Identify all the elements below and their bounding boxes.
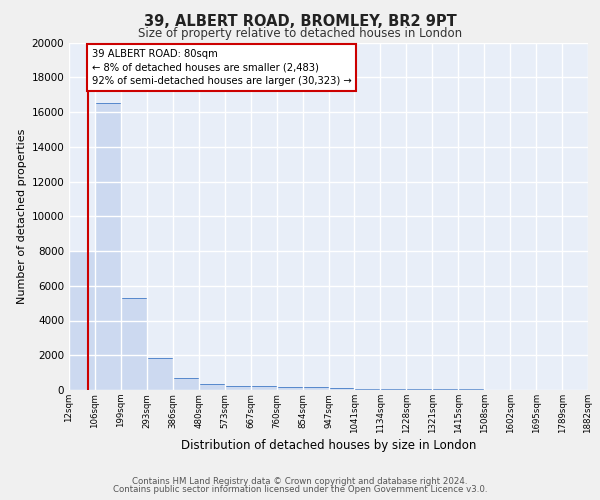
Bar (121, 298, 147, 390)
Bar (380, 389, 406, 390)
Bar (173, 378, 199, 390)
Bar (406, 389, 432, 390)
Bar (302, 387, 329, 390)
Bar (251, 386, 277, 390)
Bar (69, 251, 95, 390)
Bar (277, 386, 302, 390)
Bar (355, 388, 380, 390)
Text: 39, ALBERT ROAD, BROMLEY, BR2 9PT: 39, ALBERT ROAD, BROMLEY, BR2 9PT (143, 14, 457, 29)
Text: Contains HM Land Registry data © Crown copyright and database right 2024.: Contains HM Land Registry data © Crown c… (132, 477, 468, 486)
Text: Size of property relative to detached houses in London: Size of property relative to detached ho… (138, 28, 462, 40)
Y-axis label: Number of detached properties: Number of detached properties (17, 128, 27, 304)
Text: 39 ALBERT ROAD: 80sqm
← 8% of detached houses are smaller (2,483)
92% of semi-de: 39 ALBERT ROAD: 80sqm ← 8% of detached h… (92, 50, 352, 86)
Bar (147, 358, 173, 390)
Text: Contains public sector information licensed under the Open Government Licence v3: Contains public sector information licen… (113, 485, 487, 494)
Bar (95, 104, 121, 390)
Bar (199, 384, 224, 390)
Bar (329, 388, 355, 390)
X-axis label: Distribution of detached houses by size in London: Distribution of detached houses by size … (181, 438, 476, 452)
Bar (225, 386, 251, 390)
